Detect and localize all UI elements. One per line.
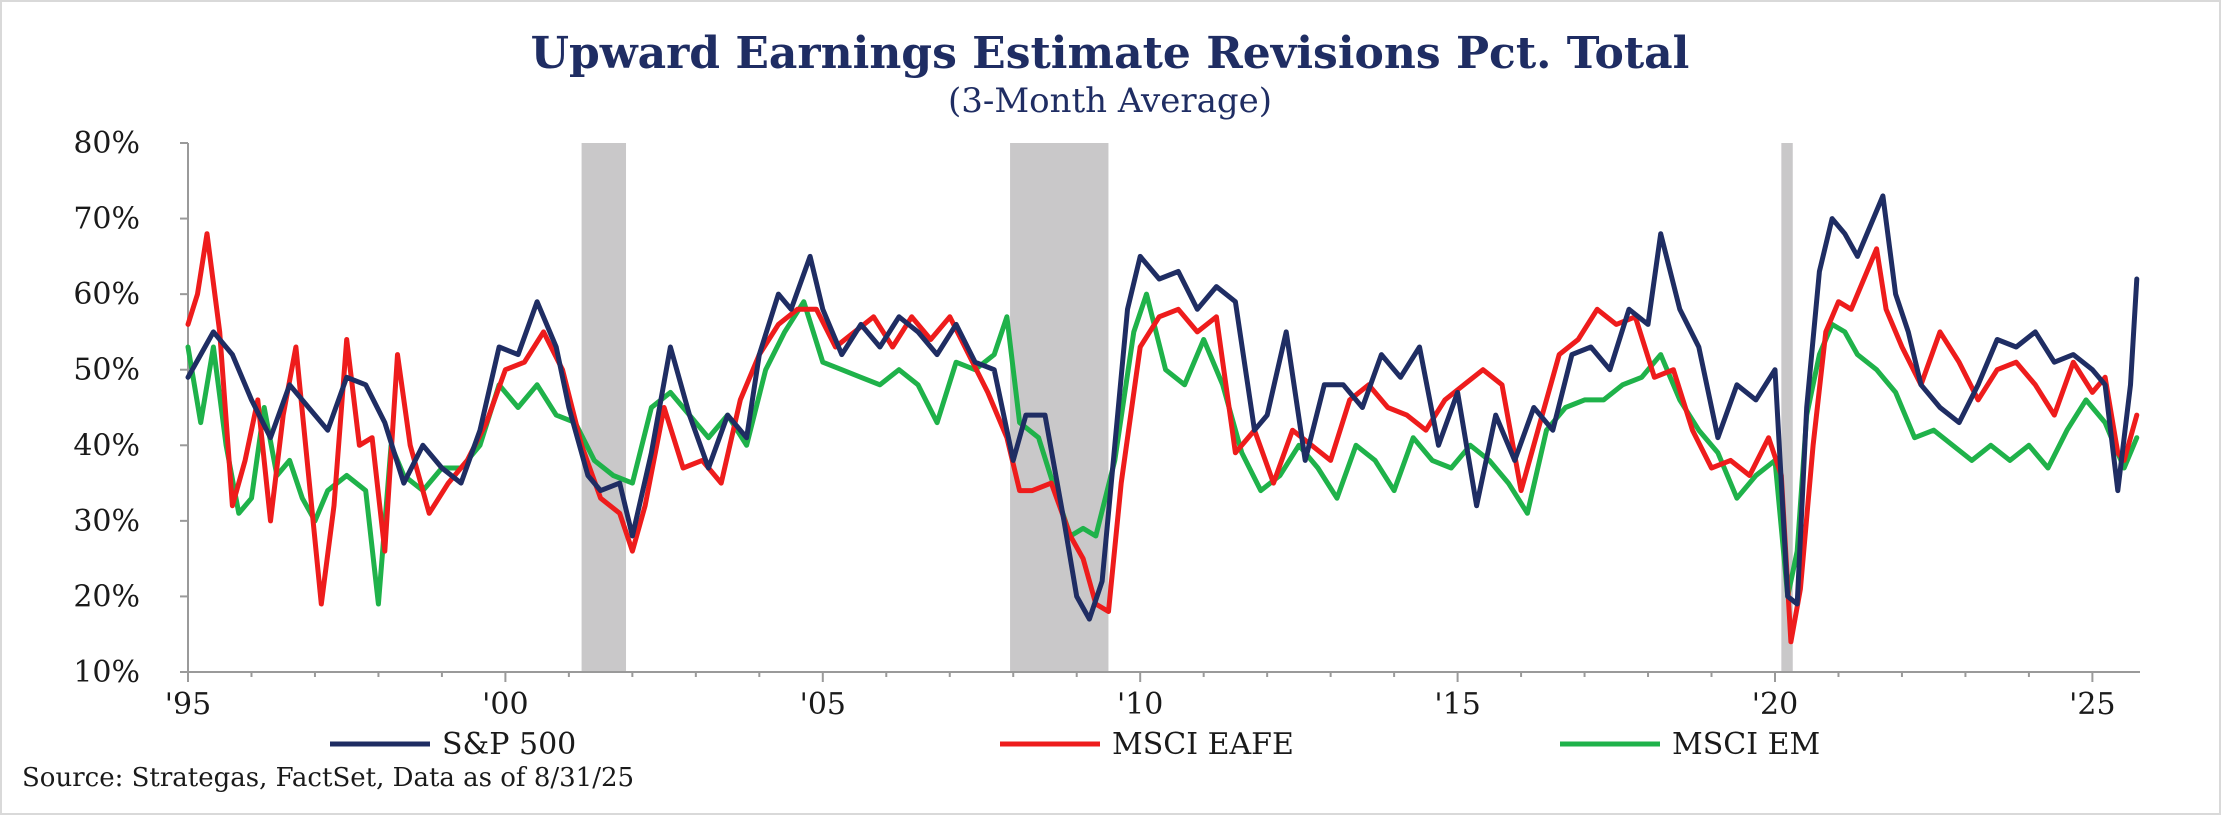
series-line-msci-em	[185, 291, 2140, 607]
x-tick-label: '25	[2069, 687, 2115, 722]
x-tick-labels: '95 '00 '05 '10 '15 '20 '25	[165, 687, 2116, 722]
source-note: Source: Strategas, FactSet, Data as of 8…	[22, 763, 634, 793]
y-tick-label: 80%	[73, 126, 140, 161]
x-tick-label: '15	[1434, 687, 1480, 722]
x-tick-label: '10	[1117, 687, 1163, 722]
recession-bands	[581, 143, 1793, 672]
y-tick-label: 70%	[73, 202, 140, 237]
legend-label: MSCI EM	[1672, 727, 1820, 762]
y-tick-label: 60%	[73, 277, 140, 312]
series-line-s-p-500	[185, 193, 2140, 622]
chart-subtitle: (3-Month Average)	[948, 81, 1272, 121]
y-tick-label: 50%	[73, 353, 140, 388]
y-tick-label: 40%	[73, 428, 140, 463]
x-tick-label: '05	[800, 687, 846, 722]
legend-label: S&P 500	[442, 727, 576, 762]
x-tick-label: '95	[165, 687, 211, 722]
y-tick-labels: 10% 20% 30% 40% 50% 60% 70% 80%	[73, 126, 140, 690]
legend-label: MSCI EAFE	[1112, 727, 1294, 762]
x-tick-label: '20	[1752, 687, 1798, 722]
recession-band-0	[581, 143, 627, 672]
y-tick-label: 10%	[73, 655, 140, 690]
series-lines	[185, 193, 2140, 645]
y-tick-label: 20%	[73, 579, 140, 614]
y-tick-label: 30%	[73, 504, 140, 539]
x-tick-label: '00	[482, 687, 528, 722]
chart-title: Upward Earnings Estimate Revisions Pct. …	[531, 28, 1690, 79]
legend: S&P 500 MSCI EAFE MSCI EM	[330, 727, 1820, 762]
series-line-msci-eafe	[185, 231, 2140, 645]
axes	[180, 142, 2140, 682]
recession-band-2	[1781, 143, 1793, 672]
